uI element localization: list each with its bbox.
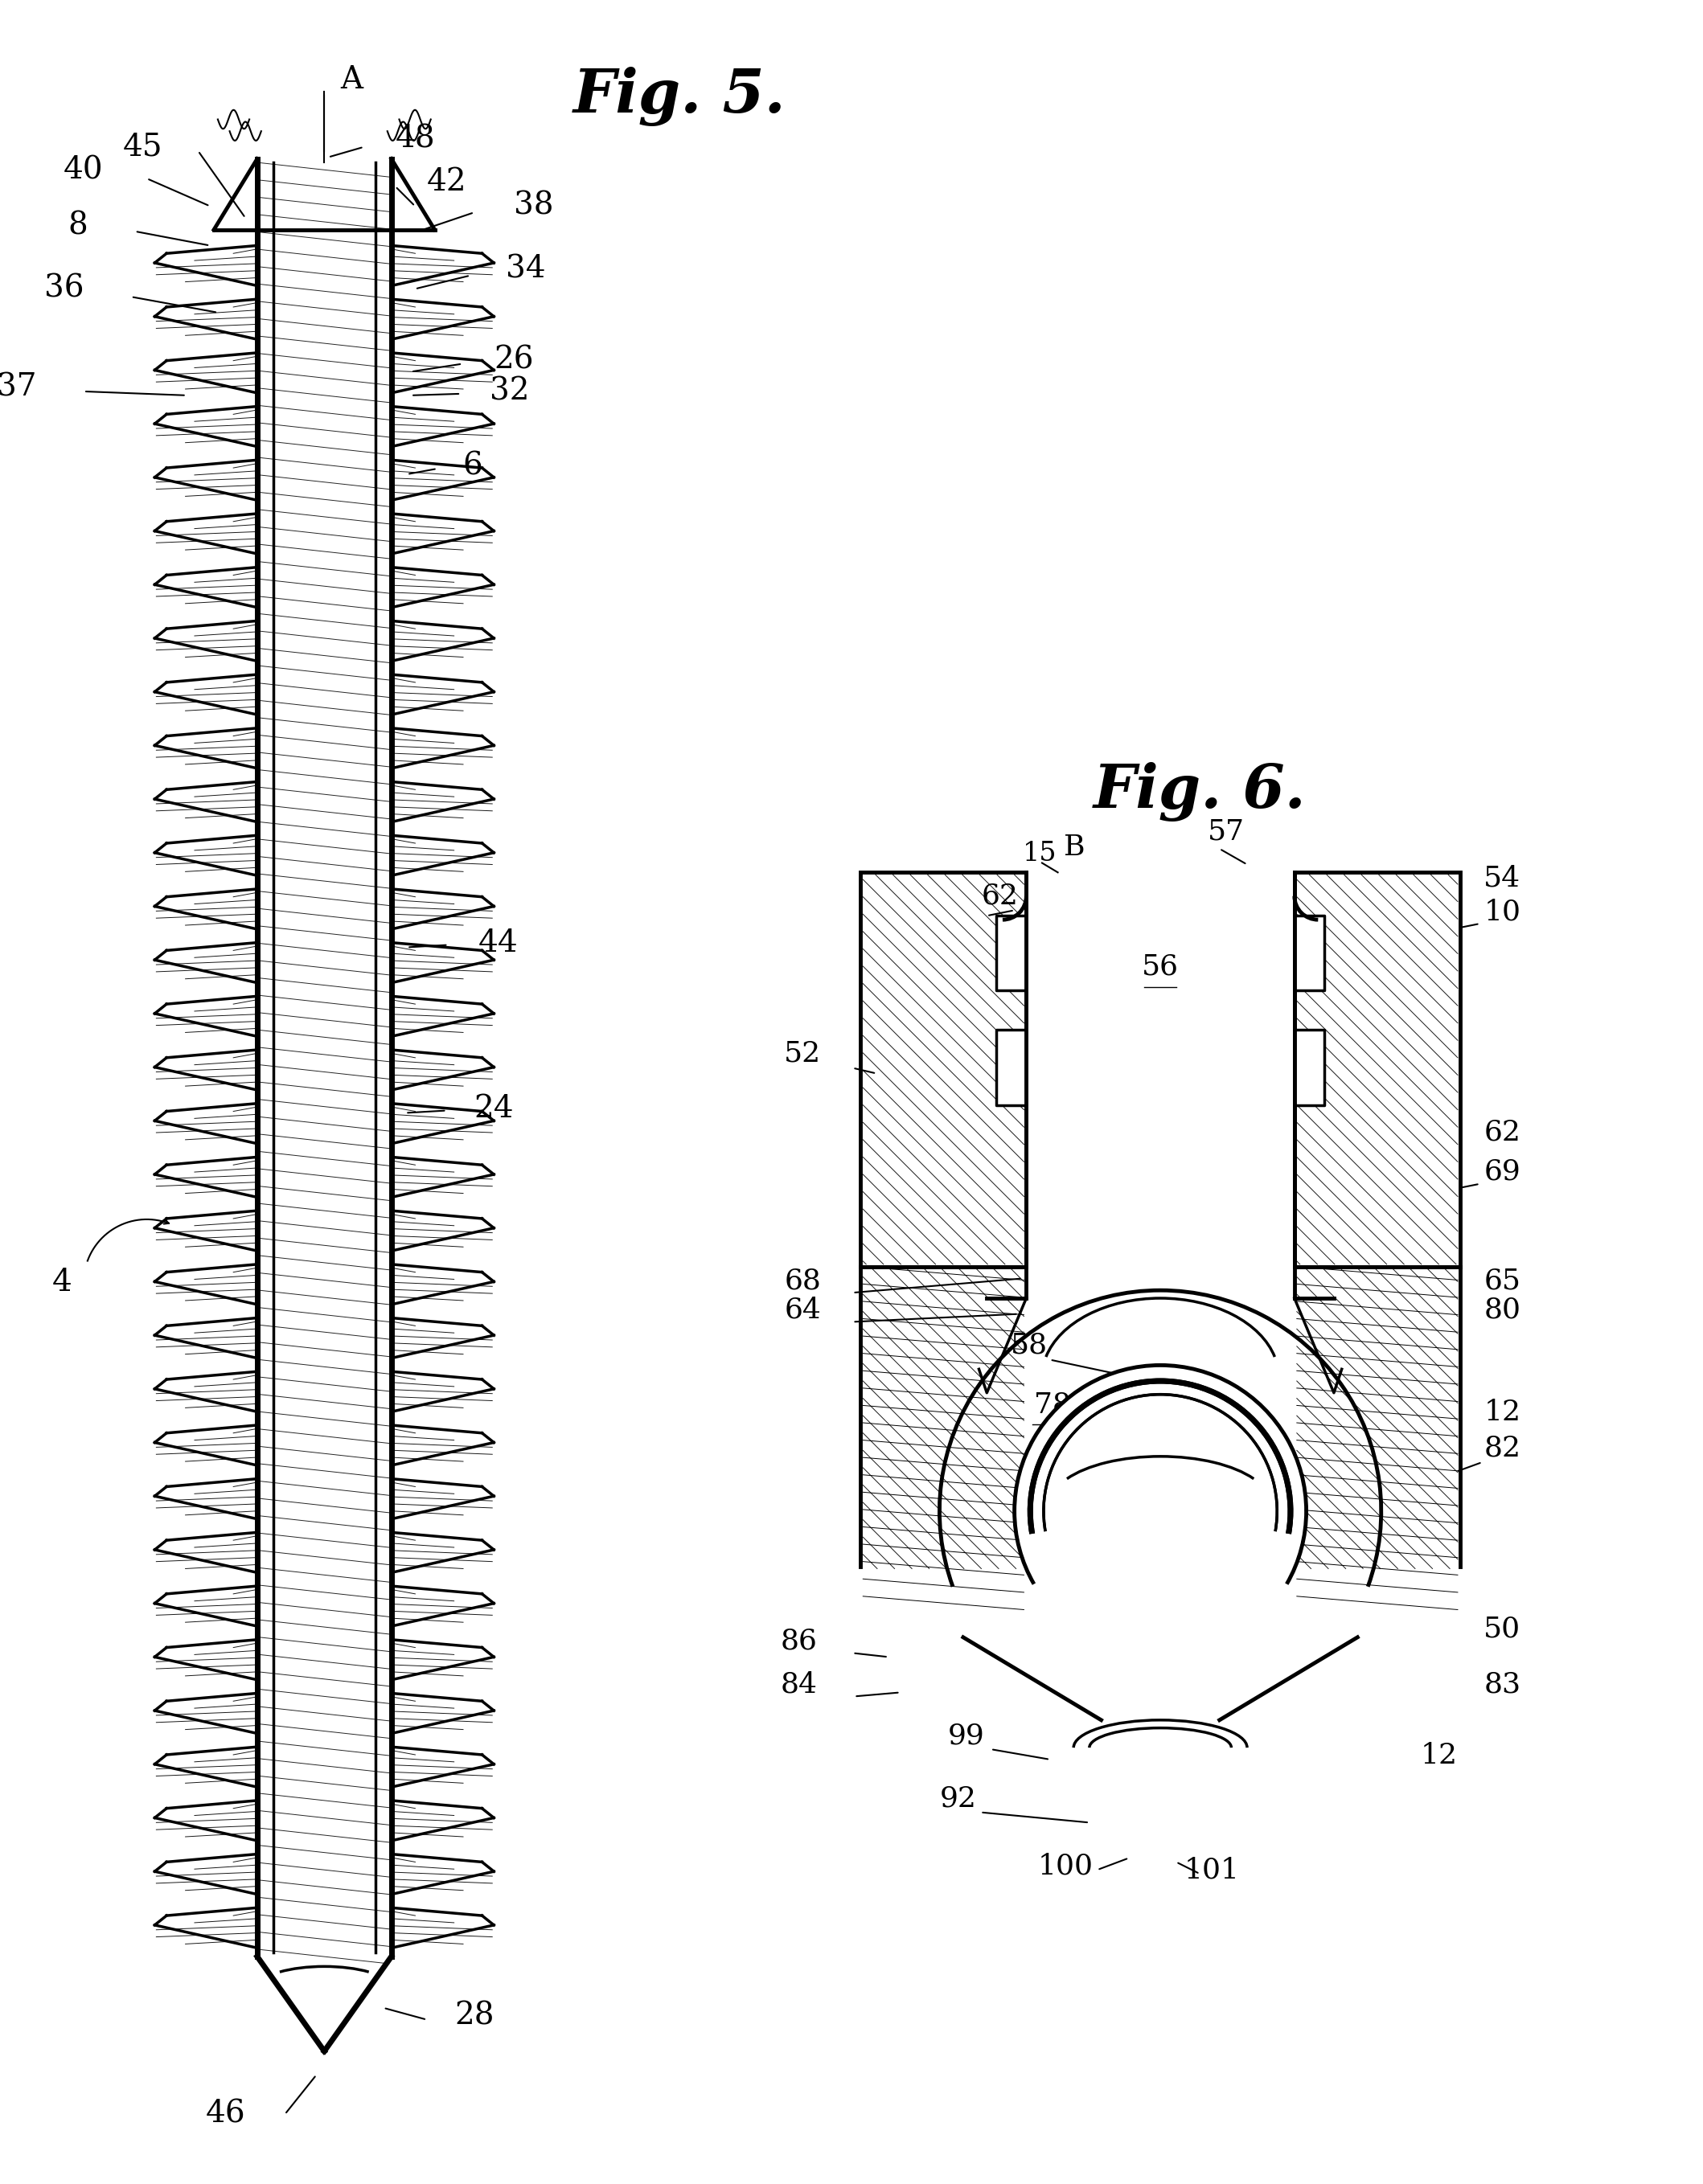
Bar: [996, 915, 1027, 992]
Text: 98: 98: [1058, 1533, 1095, 1559]
Text: 34: 34: [506, 253, 545, 284]
Text: 56: 56: [1141, 952, 1178, 981]
Text: 24: 24: [473, 1094, 514, 1125]
Bar: [1294, 915, 1325, 992]
Bar: [1294, 871, 1459, 1267]
Text: 57: 57: [1207, 817, 1245, 845]
Text: 100: 100: [1037, 1852, 1093, 1880]
Text: 86: 86: [780, 1627, 817, 1655]
Text: 10: 10: [1483, 898, 1521, 926]
Text: 32: 32: [490, 376, 530, 406]
Text: 38: 38: [514, 192, 553, 221]
Text: 8: 8: [68, 212, 87, 240]
Text: 64: 64: [785, 1297, 821, 1324]
Circle shape: [1017, 1367, 1304, 1655]
Text: 58: 58: [1010, 1332, 1047, 1358]
Text: 101: 101: [1184, 1856, 1240, 1883]
Text: 26: 26: [494, 345, 533, 376]
Text: 52: 52: [783, 1040, 821, 1068]
Text: 65: 65: [1483, 1267, 1521, 1295]
Text: 69: 69: [1483, 1158, 1521, 1186]
Text: 12: 12: [1420, 1741, 1458, 1769]
Text: Fig. 5.: Fig. 5.: [572, 66, 785, 127]
Text: 6: 6: [462, 452, 482, 480]
Text: 99: 99: [947, 1721, 984, 1749]
Text: 80: 80: [1483, 1297, 1521, 1324]
Text: 50: 50: [1483, 1616, 1521, 1642]
Text: 28: 28: [455, 2001, 494, 2031]
Text: 44: 44: [479, 928, 518, 959]
Text: 42: 42: [427, 168, 467, 197]
Text: 82: 82: [1483, 1435, 1521, 1461]
Text: 84: 84: [780, 1671, 817, 1699]
Text: 36: 36: [44, 273, 83, 304]
Bar: [996, 1031, 1027, 1105]
Text: 83: 83: [1483, 1671, 1521, 1699]
Text: 37: 37: [0, 373, 36, 402]
Text: 62: 62: [981, 882, 1018, 909]
Text: 45: 45: [123, 131, 162, 162]
Bar: [860, 871, 1027, 1267]
Text: 78: 78: [1034, 1391, 1071, 1417]
Text: 68: 68: [785, 1267, 821, 1295]
Text: 40: 40: [63, 155, 104, 186]
Text: 92: 92: [940, 1784, 976, 1813]
Text: B: B: [1064, 834, 1085, 860]
Text: 48: 48: [395, 124, 436, 153]
Bar: [1294, 1031, 1325, 1105]
Text: 4: 4: [51, 1267, 72, 1297]
Text: 46: 46: [206, 2099, 245, 2129]
Text: 12: 12: [1483, 1398, 1521, 1426]
Text: 62: 62: [1483, 1118, 1521, 1147]
Text: 15: 15: [1022, 841, 1056, 867]
Text: A: A: [341, 66, 363, 94]
Text: 54: 54: [1483, 865, 1521, 893]
Text: Fig. 6.: Fig. 6.: [1093, 762, 1306, 821]
